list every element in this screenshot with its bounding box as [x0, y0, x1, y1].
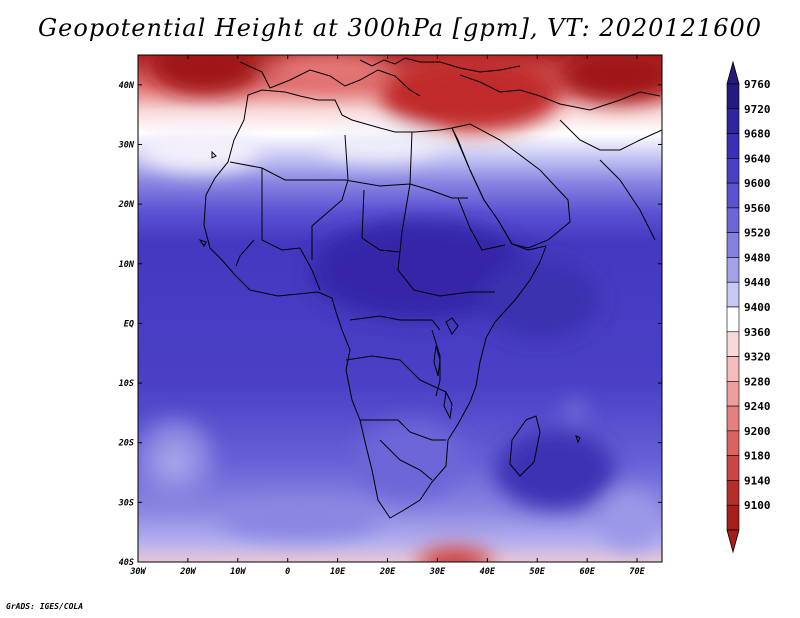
- colorbar-max-arrow: [726, 60, 740, 85]
- colorbar-level-label: 9640: [744, 152, 771, 165]
- colorbar-swatch: [726, 158, 740, 184]
- lat-tick-label: 40N: [119, 81, 135, 91]
- colorbar-swatch: [726, 108, 740, 134]
- colorbar-level-label: 9560: [744, 202, 771, 215]
- lat-tick-label: 40S: [119, 558, 134, 568]
- colorbar-swatch: [726, 182, 740, 209]
- colorbar-level-label: 9680: [744, 128, 771, 141]
- colorbar-swatch: [726, 430, 740, 456]
- longitude-axis: 30W 20W 10W 0 10E 20E 30E 40E 50E 60E 70E: [129, 55, 646, 577]
- colorbar-swatch: [726, 405, 740, 432]
- colorbar-level-label: 9280: [744, 375, 771, 388]
- colorbar-swatch: [726, 83, 740, 110]
- lon-tick-label: 30W: [129, 567, 146, 577]
- colorbar-level-label: 9400: [744, 301, 771, 314]
- plot-frame: [137, 54, 663, 563]
- colorbar-swatch: [726, 480, 740, 506]
- colorbar-level-label: 9760: [744, 78, 771, 91]
- lat-tick-label: 30N: [118, 140, 135, 150]
- colorbar-level-label: 9180: [744, 450, 771, 463]
- colorbar-level-label: 9140: [744, 474, 771, 487]
- colorbar-swatch: [726, 232, 740, 258]
- colorbar-min-arrow: [726, 529, 740, 554]
- coastlines: [198, 57, 662, 519]
- lat-tick-label: EQ: [124, 319, 134, 329]
- lat-tick-label: 20S: [118, 439, 134, 449]
- colorbar-level-label: 9200: [744, 425, 771, 438]
- lon-tick-label: 40E: [480, 567, 496, 577]
- colorbar-level-label: 9240: [744, 400, 771, 413]
- colorbar-swatch: [726, 331, 740, 357]
- colorbar: 9760 9720 9680 9640 9600 9560 9520 9480 9440 9400…: [726, 60, 771, 554]
- colorbar-level-label: 9100: [744, 499, 771, 512]
- colorbar-swatch: [726, 207, 740, 233]
- lon-tick-label: 60E: [579, 567, 595, 577]
- latitude-axis: 40N 30N 20N 10N EQ 10S 20S 30S 40S: [118, 81, 662, 568]
- lon-tick-label: 50E: [530, 567, 546, 577]
- colorbar-swatch: [726, 356, 740, 382]
- colorbar-level-label: 9440: [744, 276, 771, 289]
- colorbar-swatch: [726, 504, 740, 531]
- colorbar-swatch: [726, 257, 740, 283]
- map-title: Geopotential Height at 300hPa [gpm], VT:…: [38, 14, 762, 42]
- colorbar-swatch: [726, 381, 740, 407]
- colorbar-level-label: 9600: [744, 177, 771, 190]
- colorbar-swatch: [726, 306, 740, 333]
- colorbar-swatch: [726, 133, 740, 159]
- lat-tick-label: 30S: [118, 498, 134, 508]
- lon-tick-label: 20E: [379, 567, 396, 577]
- colorbar-level-label: 9360: [744, 326, 771, 339]
- lon-tick-label: 10E: [330, 567, 346, 577]
- footer-credit: GrADS: IGES/COLA: [6, 602, 84, 611]
- colorbar-level-label: 9480: [744, 251, 771, 264]
- colorbar-swatch: [726, 281, 740, 308]
- height-field: [138, 55, 662, 562]
- lon-tick-label: 70E: [629, 567, 645, 577]
- lon-tick-label: 20W: [179, 567, 196, 577]
- lon-tick-label: 30E: [429, 567, 446, 577]
- colorbar-level-label: 9520: [744, 227, 771, 240]
- colorbar-swatch: [726, 455, 740, 481]
- lon-tick-label: 10W: [230, 567, 246, 577]
- colorbar-level-label: 9720: [744, 103, 771, 116]
- lat-tick-label: 20N: [118, 200, 135, 210]
- colorbar-level-label: 9320: [744, 351, 771, 364]
- lon-tick-label: 0: [285, 567, 290, 577]
- lat-tick-label: 10S: [119, 379, 134, 389]
- lat-tick-label: 10N: [119, 260, 135, 270]
